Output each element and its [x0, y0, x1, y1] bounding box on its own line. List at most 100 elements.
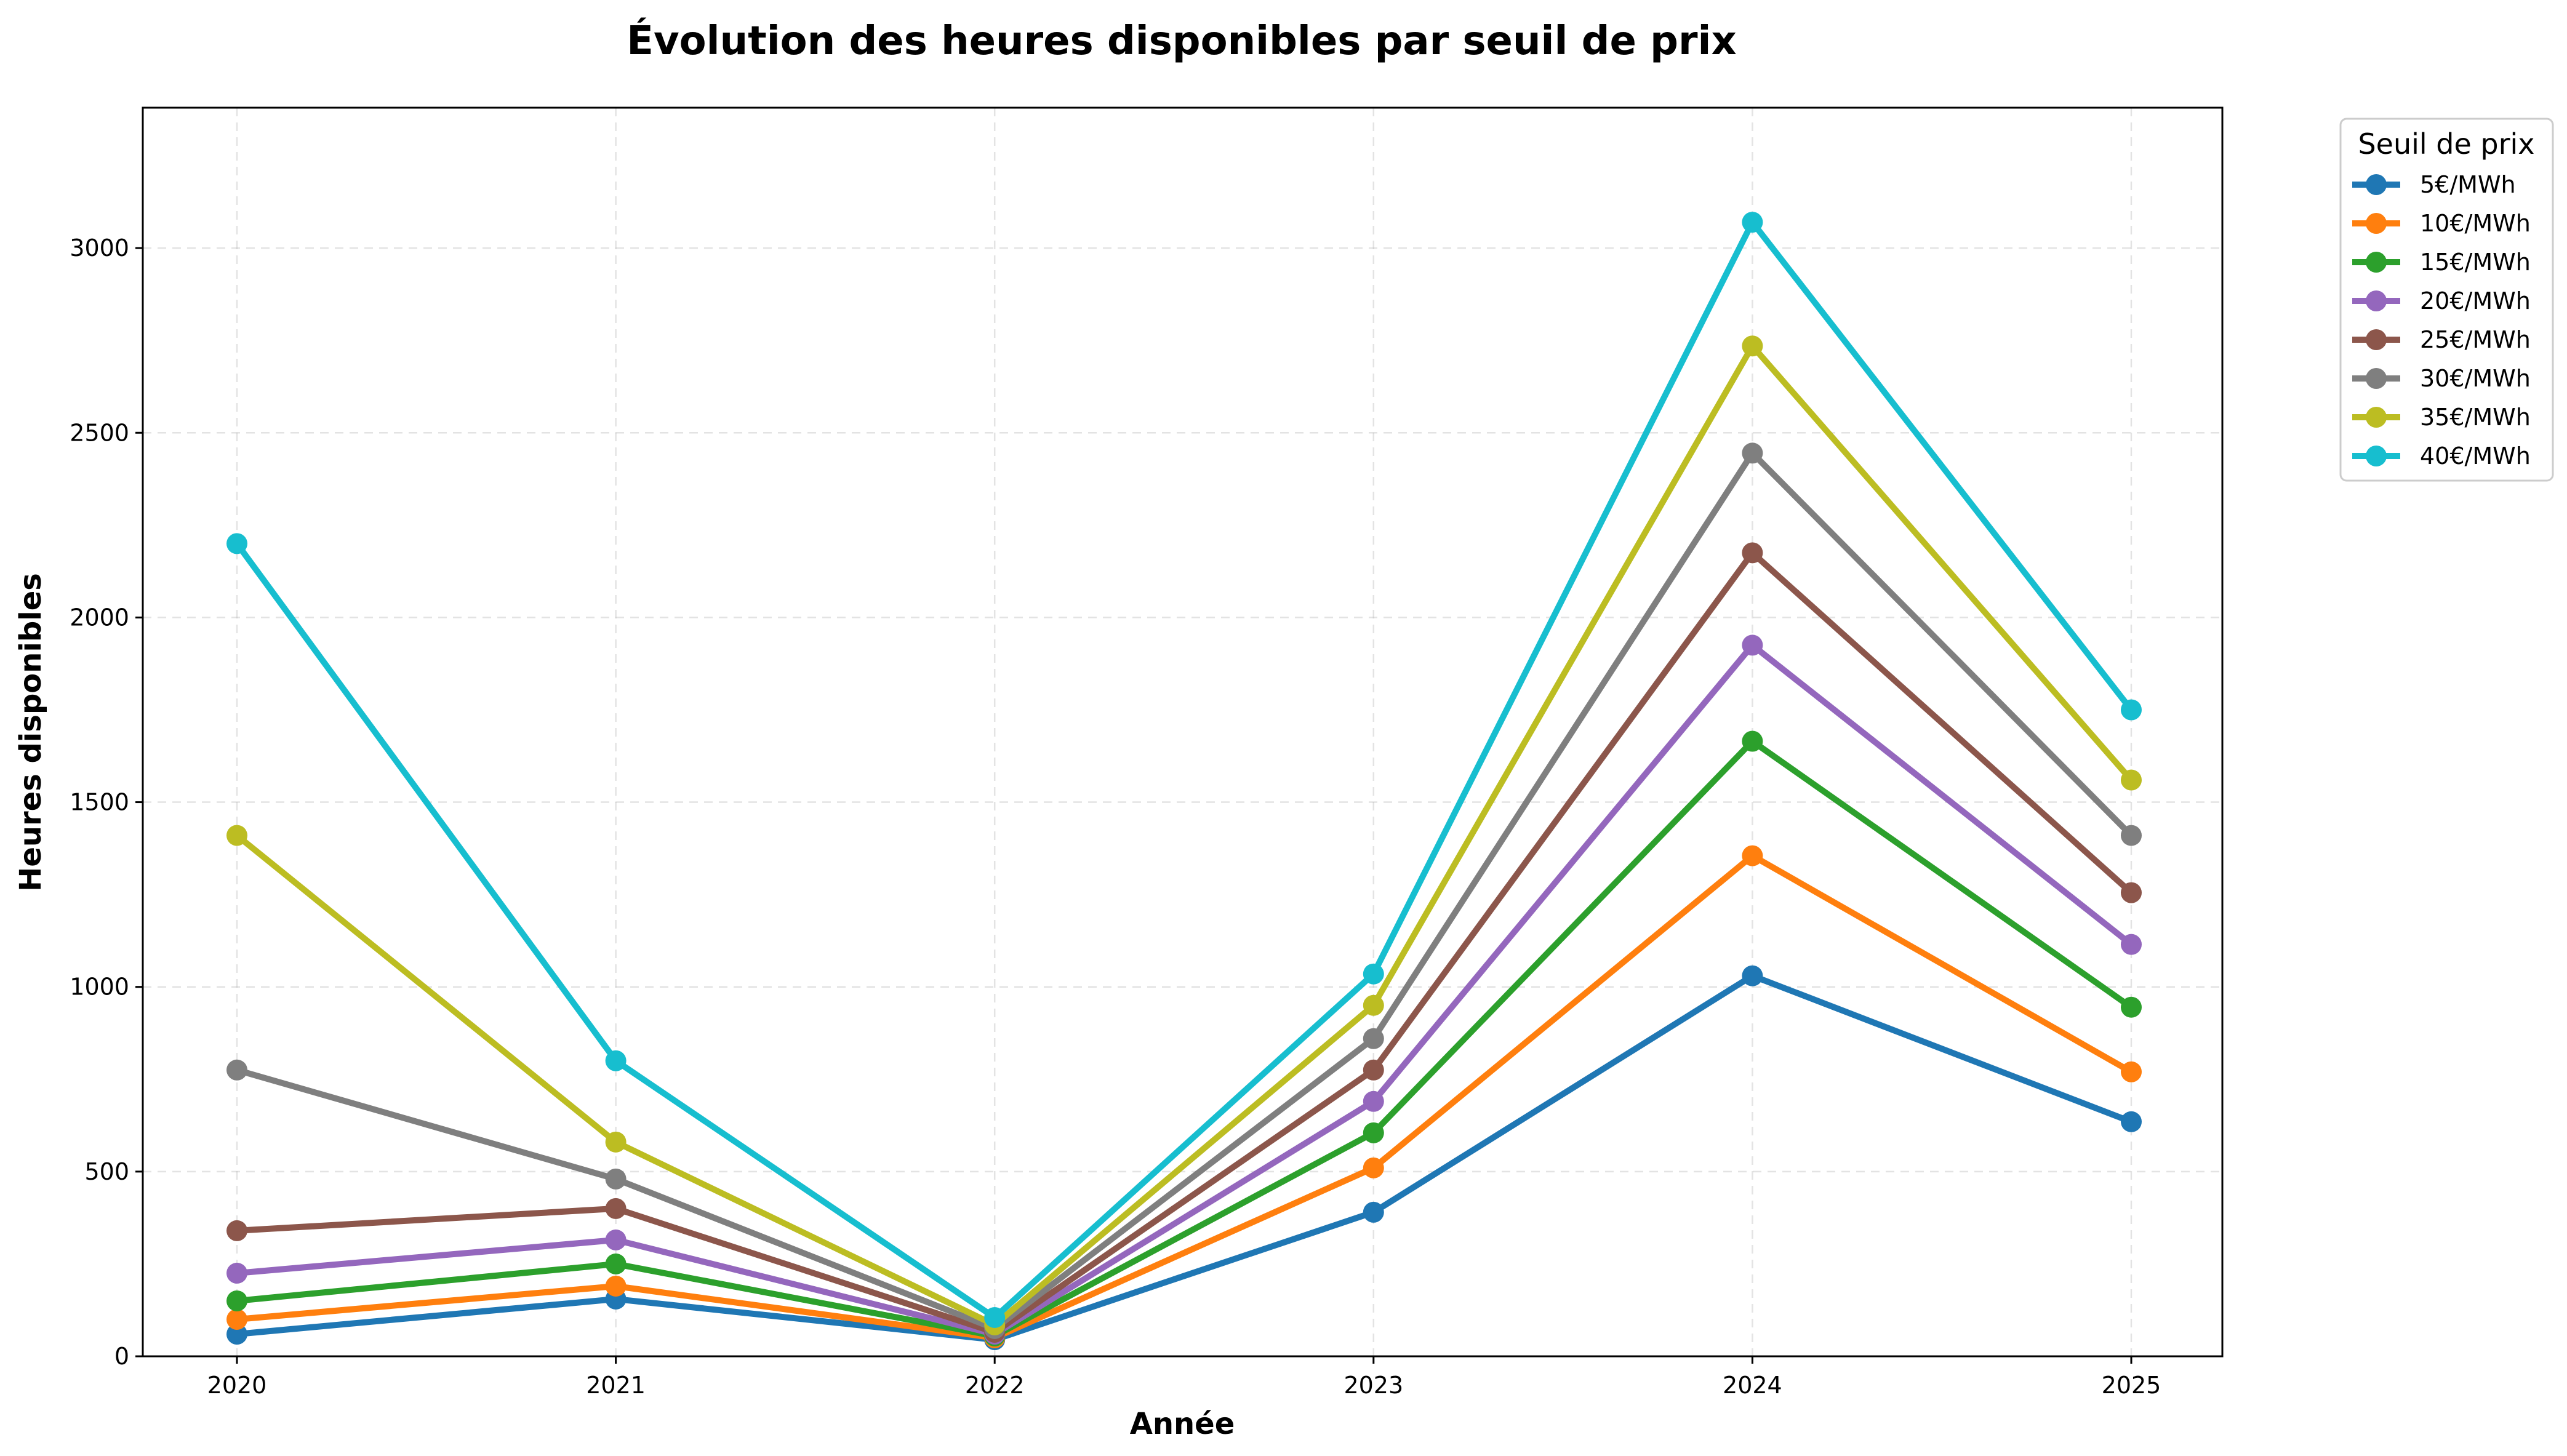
data-point: [226, 1308, 247, 1330]
series-line: [234, 972, 2134, 1343]
legend-label: 35€/MWh: [2420, 404, 2531, 431]
x-tick-label: 2025: [2102, 1372, 2161, 1399]
data-point: [1363, 1090, 1384, 1112]
data-point: [2121, 1111, 2142, 1132]
data-point: [1742, 335, 1763, 357]
data-point: [1363, 1201, 1384, 1223]
data-point: [1742, 442, 1763, 464]
legend-item: 40€/MWh: [2352, 442, 2531, 470]
data-point: [2121, 996, 2142, 1018]
data-point: [2121, 934, 2142, 955]
data-point: [605, 1050, 627, 1071]
y-axis: 0 500 1000 1500 2000 2500 3000: [70, 234, 143, 1370]
series-5: [226, 542, 2142, 1343]
x-axis-label: Année: [1130, 1407, 1235, 1441]
x-tick-label: 2022: [965, 1372, 1025, 1399]
series-line: [234, 738, 2134, 1339]
legend-label: 20€/MWh: [2420, 287, 2531, 314]
y-tick-label: 2500: [70, 419, 129, 446]
data-point: [605, 1253, 627, 1274]
data-point: [1742, 845, 1763, 866]
series-line: [234, 343, 2134, 1328]
series-lines: [226, 212, 2142, 1350]
legend-label: 40€/MWh: [2420, 442, 2531, 470]
legend-swatch-marker: [2366, 213, 2387, 234]
legend-frame: [2339, 118, 2554, 482]
legend-label: 10€/MWh: [2420, 210, 2531, 237]
y-tick-label: 3000: [70, 234, 129, 262]
legend-title: Seuil de prix: [2358, 127, 2534, 161]
data-point: [2121, 825, 2142, 846]
data-point: [1363, 1059, 1384, 1081]
series-line: [234, 550, 2134, 1335]
data-point: [1363, 1157, 1384, 1178]
data-point: [1742, 730, 1763, 752]
data-point: [1742, 634, 1763, 656]
data-point: [605, 1198, 627, 1219]
data-point: [226, 1220, 247, 1241]
data-point: [1363, 1028, 1384, 1049]
legend-label: 5€/MWh: [2420, 171, 2516, 198]
y-tick-label: 500: [84, 1158, 129, 1185]
legend-swatch-marker: [2366, 329, 2387, 350]
legend-swatch-marker: [2366, 290, 2387, 311]
legend-label: 25€/MWh: [2420, 326, 2531, 353]
legend-swatch-marker: [2366, 252, 2387, 273]
x-tick-label: 2021: [586, 1372, 646, 1399]
x-tick-label: 2023: [1344, 1372, 1403, 1399]
data-point: [2121, 769, 2142, 791]
legend-item: 20€/MWh: [2352, 287, 2531, 314]
x-tick-label: 2020: [207, 1372, 267, 1399]
data-point: [226, 1262, 247, 1284]
data-point: [605, 1131, 627, 1153]
grid-lines: [143, 108, 2222, 1358]
y-axis-label: Heures disponibles: [14, 573, 48, 892]
y-tick-label: 0: [114, 1343, 129, 1370]
chart-title: Évolution des heures disponibles par seu…: [627, 17, 1737, 64]
data-point: [2121, 699, 2142, 721]
data-point: [605, 1168, 627, 1190]
data-point: [226, 1323, 247, 1345]
data-point: [1742, 212, 1763, 233]
series-8: [226, 212, 2142, 1328]
data-point: [1742, 542, 1763, 564]
series-line: [234, 450, 2134, 1332]
legend-item: 15€/MWh: [2352, 249, 2531, 276]
legend-item: 30€/MWh: [2352, 365, 2531, 392]
data-point: [226, 825, 247, 846]
data-point: [1363, 994, 1384, 1016]
legend-item: 10€/MWh: [2352, 210, 2531, 237]
data-point: [2121, 882, 2142, 903]
legend-swatch-marker: [2366, 174, 2387, 195]
x-tick-label: 2024: [1723, 1372, 1782, 1399]
series-line: [234, 219, 2134, 1321]
legend-item: 5€/MWh: [2352, 171, 2516, 198]
data-point: [1742, 965, 1763, 986]
y-tick-label: 2000: [70, 604, 129, 631]
legend-label: 30€/MWh: [2420, 365, 2531, 392]
y-tick-label: 1500: [70, 789, 129, 816]
x-axis: 2020 2021 2022 2023 2024 2025: [207, 1356, 2161, 1399]
data-point: [605, 1229, 627, 1250]
data-point: [2121, 1061, 2142, 1082]
series-line: [234, 852, 2134, 1341]
y-tick-label: 1000: [70, 974, 129, 1001]
data-point: [226, 1290, 247, 1311]
data-point: [1363, 963, 1384, 985]
legend-swatch-marker: [2366, 368, 2387, 389]
legend-item: 35€/MWh: [2352, 404, 2531, 431]
data-point: [1363, 1122, 1384, 1143]
data-point: [226, 533, 247, 554]
legend: Seuil de prix 5€/MWh 10€/MWh 15€/MWh 20€/MW…: [2339, 118, 2554, 482]
legend-swatch-marker: [2366, 446, 2387, 466]
data-point: [605, 1275, 627, 1297]
series-line: [234, 642, 2134, 1337]
legend-swatch-marker: [2366, 407, 2387, 428]
plot-frame: [142, 106, 2224, 1358]
legend-item: 25€/MWh: [2352, 326, 2531, 353]
legend-label: 15€/MWh: [2420, 249, 2531, 276]
data-point: [226, 1059, 247, 1081]
data-point: [984, 1306, 1006, 1328]
